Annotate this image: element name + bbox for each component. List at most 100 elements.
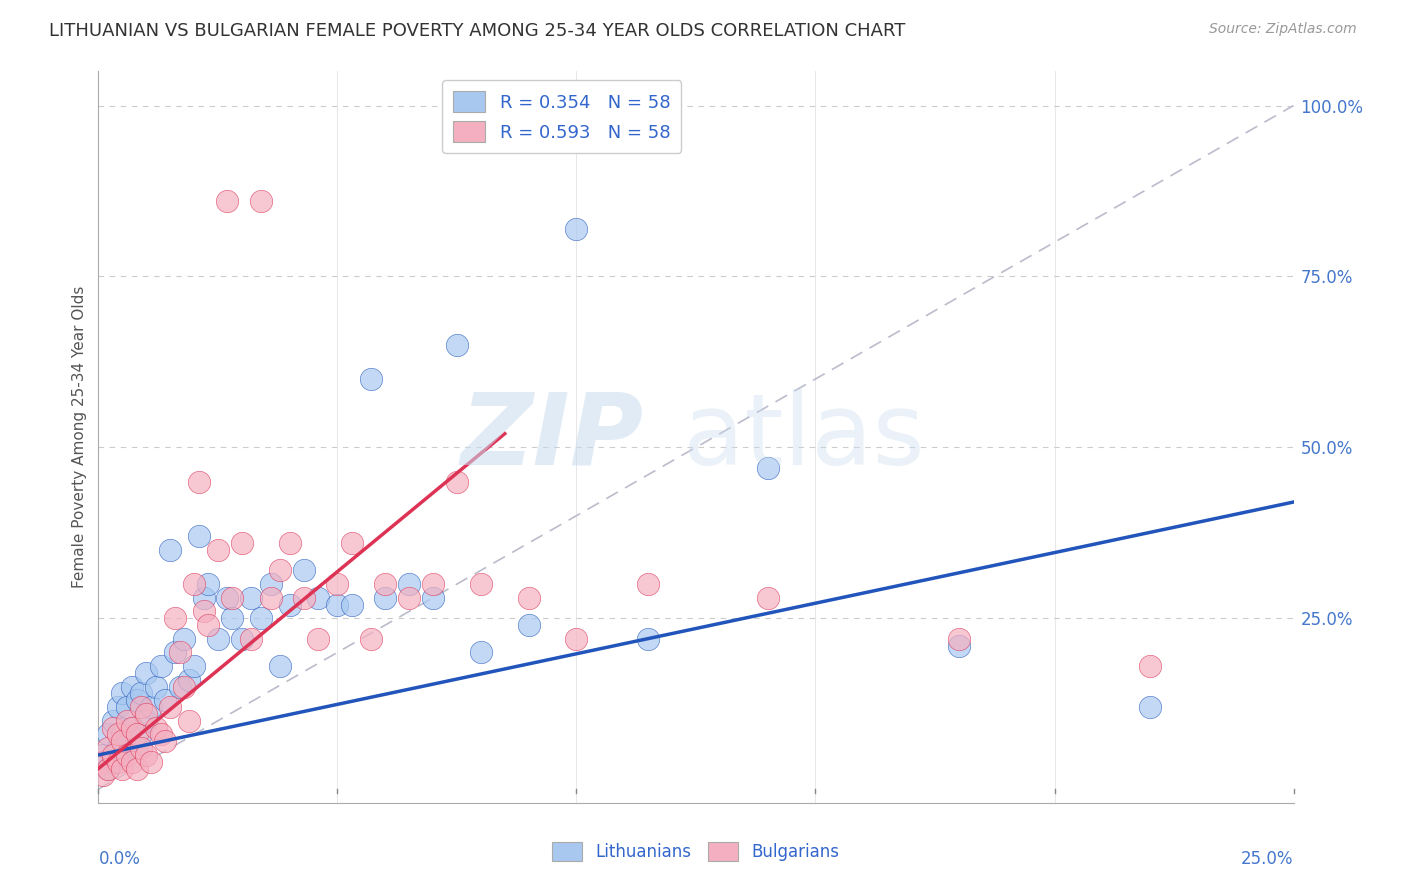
Point — [307, 591, 329, 605]
Point — [111, 747, 134, 762]
Point — [91, 755, 114, 769]
Point — [101, 755, 124, 769]
Point — [756, 460, 779, 475]
Text: 25.0%: 25.0% — [1241, 850, 1294, 868]
Point — [121, 755, 143, 769]
Point — [565, 632, 588, 646]
Point — [111, 727, 134, 741]
Point — [101, 721, 124, 735]
Point — [217, 591, 239, 605]
Point — [250, 194, 273, 209]
Point — [97, 762, 120, 776]
Point — [240, 591, 263, 605]
Point — [179, 714, 201, 728]
Point — [193, 591, 215, 605]
Point — [97, 762, 120, 776]
Point — [145, 680, 167, 694]
Point — [637, 632, 659, 646]
Point — [326, 598, 349, 612]
Point — [111, 686, 134, 700]
Point — [131, 686, 153, 700]
Point — [159, 700, 181, 714]
Point — [278, 536, 301, 550]
Point — [197, 618, 219, 632]
Y-axis label: Female Poverty Among 25-34 Year Olds: Female Poverty Among 25-34 Year Olds — [72, 286, 87, 588]
Point — [149, 659, 172, 673]
Point — [292, 563, 315, 577]
Point — [135, 714, 157, 728]
Point — [446, 338, 468, 352]
Point — [269, 659, 291, 673]
Point — [374, 577, 396, 591]
Point — [163, 645, 186, 659]
Point — [115, 734, 138, 748]
Point — [101, 747, 124, 762]
Point — [948, 639, 970, 653]
Point — [326, 577, 349, 591]
Point — [398, 591, 420, 605]
Point — [115, 747, 138, 762]
Point — [183, 659, 205, 673]
Point — [340, 598, 363, 612]
Point — [115, 700, 138, 714]
Point — [637, 577, 659, 591]
Point — [231, 632, 253, 646]
Point — [1139, 659, 1161, 673]
Point — [207, 542, 229, 557]
Point — [97, 741, 120, 756]
Point — [221, 591, 243, 605]
Text: atlas: atlas — [683, 389, 924, 485]
Point — [374, 591, 396, 605]
Point — [169, 680, 191, 694]
Point — [155, 693, 177, 707]
Point — [131, 727, 153, 741]
Point — [91, 747, 114, 762]
Point — [131, 700, 153, 714]
Point — [197, 577, 219, 591]
Point — [240, 632, 263, 646]
Point — [125, 741, 148, 756]
Text: Source: ZipAtlas.com: Source: ZipAtlas.com — [1209, 22, 1357, 37]
Point — [1139, 700, 1161, 714]
Point — [131, 741, 153, 756]
Point — [121, 721, 143, 735]
Point — [517, 591, 540, 605]
Point — [183, 577, 205, 591]
Point — [470, 577, 492, 591]
Point — [125, 693, 148, 707]
Point — [565, 221, 588, 235]
Point — [398, 577, 420, 591]
Point — [259, 577, 281, 591]
Point — [107, 741, 129, 756]
Point — [340, 536, 363, 550]
Point — [121, 721, 143, 735]
Point — [111, 762, 134, 776]
Point — [135, 747, 157, 762]
Point — [360, 372, 382, 386]
Point — [173, 680, 195, 694]
Point — [139, 755, 162, 769]
Point — [948, 632, 970, 646]
Point — [422, 577, 444, 591]
Point — [159, 542, 181, 557]
Point — [107, 727, 129, 741]
Point — [278, 598, 301, 612]
Point — [307, 632, 329, 646]
Point — [193, 604, 215, 618]
Point — [139, 700, 162, 714]
Text: 0.0%: 0.0% — [98, 850, 141, 868]
Point — [101, 714, 124, 728]
Point — [169, 645, 191, 659]
Point — [231, 536, 253, 550]
Point — [446, 475, 468, 489]
Point — [135, 665, 157, 680]
Point — [422, 591, 444, 605]
Point — [91, 768, 114, 782]
Point — [155, 734, 177, 748]
Point — [221, 611, 243, 625]
Point — [163, 611, 186, 625]
Legend: Lithuanians, Bulgarians: Lithuanians, Bulgarians — [546, 835, 846, 868]
Point — [173, 632, 195, 646]
Point — [97, 727, 120, 741]
Point — [111, 734, 134, 748]
